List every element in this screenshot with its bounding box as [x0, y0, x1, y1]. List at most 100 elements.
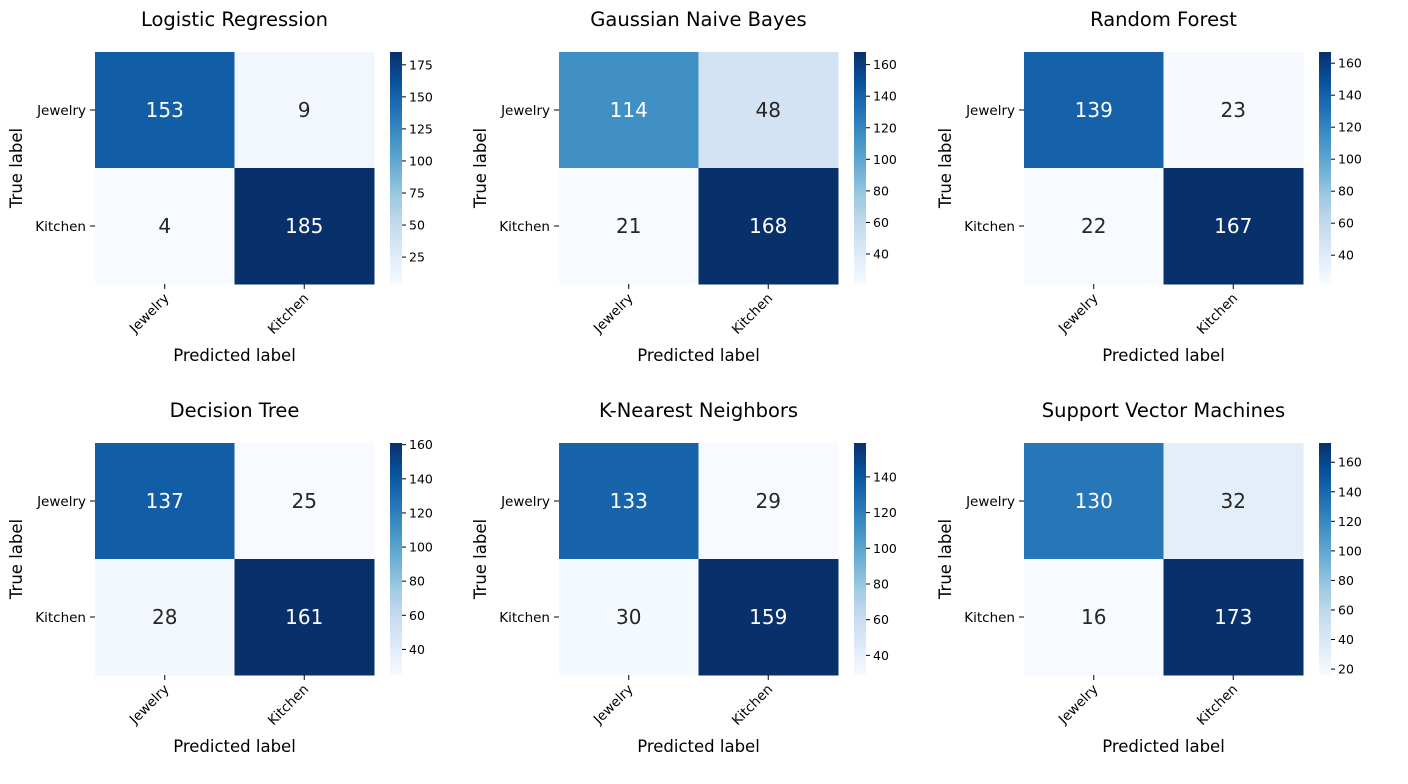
heatmap-cell: [234, 52, 375, 169]
colorbar-tick-label: 80: [1338, 573, 1354, 588]
heatmap-cell: [1163, 559, 1304, 676]
colorbar-tick-label: 120: [873, 505, 897, 520]
y-tick-label: Kitchen: [35, 610, 86, 626]
colorbar-tick-label: 60: [1338, 602, 1354, 617]
cell-value-label: 30: [616, 605, 641, 629]
heatmap-cell: [1163, 443, 1304, 560]
colorbar-tick-label: 25: [409, 250, 425, 265]
colorbar-tick-label: 20: [1338, 662, 1354, 677]
cell-value-label: 168: [749, 214, 787, 238]
x-axis-label: Predicted label: [637, 346, 760, 365]
y-axis-label: True label: [7, 519, 26, 600]
y-axis-label: True label: [471, 128, 490, 209]
heatmap-cell: [559, 559, 699, 676]
colorbar-tick-label: 40: [873, 648, 889, 663]
x-axis-label: Predicted label: [173, 346, 296, 365]
x-tick-label: Kitchen: [1194, 291, 1241, 338]
x-tick-label: Jewelry: [590, 682, 637, 729]
heatmap-cell: [95, 559, 235, 676]
cell-value-label: 4: [158, 214, 171, 238]
colorbar-tick-label: 40: [1338, 248, 1354, 263]
colorbar-tick-label: 100: [409, 540, 433, 555]
x-tick-label: Jewelry: [126, 291, 173, 338]
heatmap-cell: [1024, 559, 1164, 676]
x-axis-label: Predicted label: [1102, 346, 1225, 365]
confusion-matrix-panel: Decision Tree 137 25 28 161 Jewelry Kitchen Jew…: [7, 399, 433, 756]
x-tick-label: Kitchen: [265, 291, 312, 338]
colorbar-tick-label: 120: [1338, 514, 1362, 529]
colorbar-tick-label: 80: [409, 574, 425, 589]
colorbar-tick-label: 140: [1338, 484, 1362, 499]
heatmap-cell: [698, 52, 839, 169]
colorbar-tick-label: 40: [873, 247, 889, 262]
cell-value-label: 29: [756, 489, 781, 513]
heatmap-cell: [559, 168, 699, 285]
colorbar-tick-label: 140: [409, 471, 433, 486]
colorbar-tick-label: 160: [1338, 455, 1362, 470]
cell-value-label: 22: [1081, 214, 1106, 238]
heatmap-cell: [1024, 52, 1164, 169]
x-tick-label: Jewelry: [1055, 291, 1102, 338]
colorbar-tick-label: 50: [409, 218, 425, 233]
confusion-matrix-panel: Random Forest 139 23 22 167 Jewelry Kitchen Jew…: [936, 8, 1362, 365]
cell-value-label: 167: [1214, 214, 1252, 238]
x-tick-label: Kitchen: [729, 682, 776, 729]
colorbar: [1319, 443, 1331, 675]
cell-value-label: 133: [610, 489, 648, 513]
heatmap-cell: [698, 168, 839, 285]
confusion-matrix-panel: Support Vector Machines 130 32 16 173 Jewelry…: [936, 399, 1362, 756]
colorbar-tick-label: 100: [409, 153, 433, 168]
y-tick-label: Jewelry: [500, 103, 550, 119]
y-tick-label: Kitchen: [964, 610, 1015, 626]
colorbar: [390, 443, 402, 675]
colorbar-tick-label: 60: [873, 215, 889, 230]
x-axis-label: Predicted label: [173, 737, 296, 756]
cell-value-label: 16: [1081, 605, 1106, 629]
panel-title: K-Nearest Neighbors: [599, 399, 798, 422]
cell-value-label: 137: [146, 489, 184, 513]
colorbar-tick-label: 60: [873, 612, 889, 627]
panel-title: Gaussian Naive Bayes: [590, 8, 806, 31]
colorbar-tick-label: 160: [873, 57, 897, 72]
heatmap-cell: [234, 168, 375, 285]
x-tick-label: Kitchen: [265, 682, 312, 729]
cell-value-label: 9: [298, 98, 311, 122]
colorbar-tick-label: 120: [1338, 120, 1362, 135]
colorbar-tick-label: 60: [1338, 216, 1354, 231]
x-tick-label: Kitchen: [1194, 682, 1241, 729]
heatmap-cell: [559, 443, 699, 560]
colorbar-tick-label: 125: [409, 121, 433, 136]
cell-value-label: 159: [749, 605, 787, 629]
cell-value-label: 23: [1221, 98, 1246, 122]
colorbar-tick-label: 75: [409, 185, 425, 200]
cell-value-label: 25: [292, 489, 317, 513]
colorbar-tick-label: 100: [1338, 152, 1362, 167]
heatmap-cell: [1163, 52, 1304, 169]
cell-value-label: 153: [146, 98, 184, 122]
y-axis-label: True label: [7, 128, 26, 209]
cell-value-label: 48: [756, 98, 781, 122]
colorbar-tick-label: 140: [873, 469, 897, 484]
y-tick-label: Jewelry: [965, 494, 1015, 510]
cell-value-label: 21: [616, 214, 641, 238]
heatmap-cell: [234, 443, 375, 560]
confusion-matrix-panel: Logistic Regression 153 9 4 185 Jewelry Kitche…: [7, 8, 433, 365]
y-tick-label: Kitchen: [499, 610, 550, 626]
panel-title: Logistic Regression: [141, 8, 328, 31]
heatmap-cell: [95, 52, 235, 169]
cell-value-label: 114: [610, 98, 648, 122]
y-axis-label: True label: [936, 128, 955, 209]
heatmap-cell: [95, 168, 235, 285]
cell-value-label: 130: [1075, 489, 1113, 513]
colorbar: [854, 443, 866, 675]
y-axis-label: True label: [471, 519, 490, 600]
y-tick-label: Jewelry: [965, 103, 1015, 119]
colorbar-tick-label: 120: [873, 120, 897, 135]
x-axis-label: Predicted label: [637, 737, 760, 756]
y-tick-label: Kitchen: [35, 219, 86, 235]
colorbar-tick-label: 140: [1338, 88, 1362, 103]
panel-title: Support Vector Machines: [1042, 399, 1285, 422]
x-tick-label: Jewelry: [126, 682, 173, 729]
colorbar-tick-label: 100: [873, 152, 897, 167]
